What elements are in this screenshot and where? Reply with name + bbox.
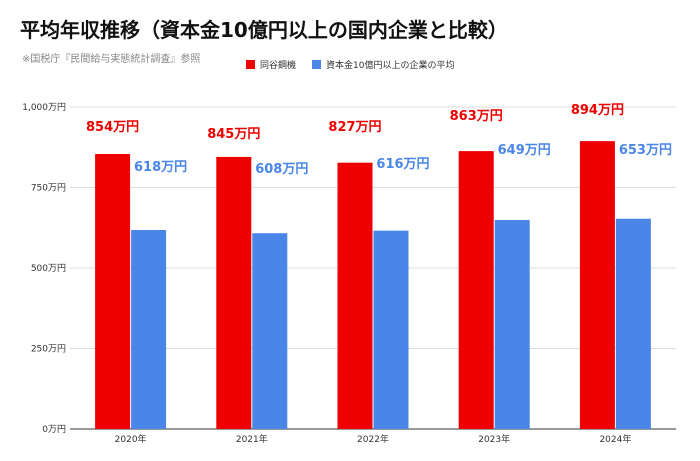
data-label-average: 649万円 bbox=[498, 143, 551, 158]
legend-item-company: 同谷鋼機 bbox=[246, 58, 296, 71]
bar-company bbox=[337, 162, 373, 429]
y-tick-label: 0万円 bbox=[42, 424, 66, 435]
bar-average bbox=[252, 233, 288, 429]
data-label-average: 618万円 bbox=[134, 160, 187, 175]
data-label-company: 827万円 bbox=[328, 120, 381, 135]
legend-label-company: 同谷鋼機 bbox=[260, 61, 297, 71]
bar-company bbox=[95, 154, 131, 429]
data-label-company: 863万円 bbox=[450, 109, 503, 124]
y-tick-label: 1,000万円 bbox=[22, 102, 66, 113]
x-tick-label: 2021年 bbox=[236, 433, 268, 445]
bar-average bbox=[494, 220, 530, 429]
bar-average bbox=[373, 230, 409, 429]
legend-swatch-company bbox=[246, 60, 255, 69]
legend-label-average: 資本金10億円以上の企業の平均 bbox=[326, 61, 455, 71]
chart-legend: 同谷鋼機 資本金10億円以上の企業の平均 bbox=[246, 58, 470, 71]
data-label-company: 845万円 bbox=[207, 127, 260, 142]
x-tick-label: 2020年 bbox=[115, 433, 147, 445]
bar-average bbox=[131, 230, 167, 429]
data-label-average: 653万円 bbox=[619, 143, 672, 158]
chart-title: 平均年収推移（資本金10億円以上の国内企業と比較） bbox=[20, 18, 508, 42]
bar-average bbox=[615, 218, 651, 429]
x-tick-label: 2024年 bbox=[599, 433, 631, 445]
y-tick-label: 750万円 bbox=[31, 183, 66, 194]
bar-company bbox=[458, 151, 494, 429]
legend-swatch-average bbox=[312, 60, 322, 69]
chart-source-note: ※国税庁『民間給与実態統計調査』参照 bbox=[22, 54, 201, 65]
data-label-company: 894万円 bbox=[571, 103, 624, 118]
data-label-average: 616万円 bbox=[376, 157, 429, 172]
x-tick-label: 2022年 bbox=[357, 433, 389, 445]
bar-company bbox=[216, 156, 252, 429]
x-tick-label: 2023年 bbox=[478, 433, 510, 445]
y-tick-label: 500万円 bbox=[31, 263, 66, 274]
bar-company bbox=[579, 141, 615, 429]
legend-item-average: 資本金10億円以上の企業の平均 bbox=[312, 58, 454, 71]
data-label-average: 608万円 bbox=[255, 162, 308, 177]
data-label-company: 854万円 bbox=[86, 120, 139, 135]
y-tick-label: 250万円 bbox=[31, 344, 66, 355]
